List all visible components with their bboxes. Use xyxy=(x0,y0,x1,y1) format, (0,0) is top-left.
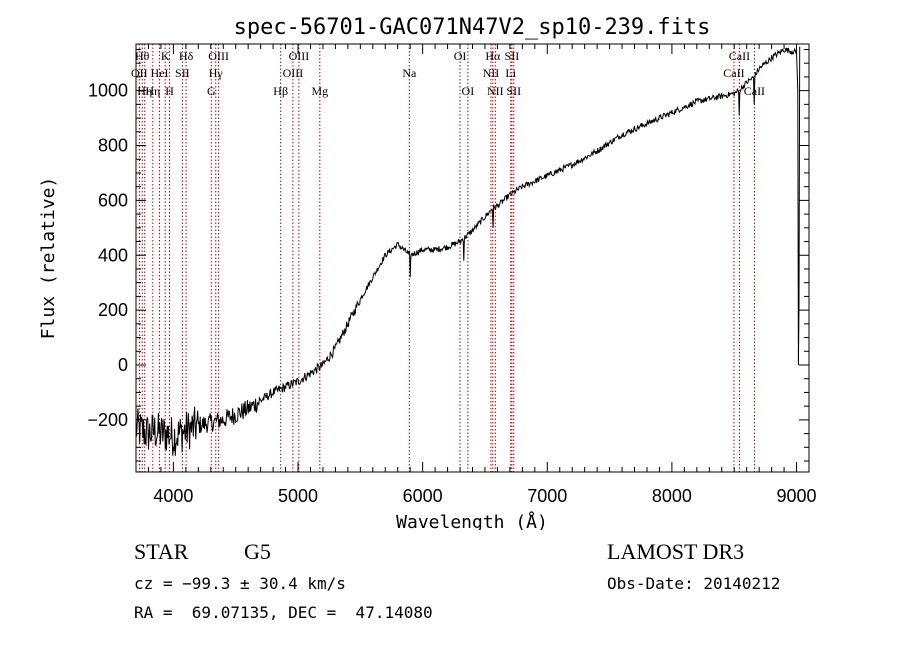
redshift-readout: cz = −99.3 ± 30.4 km/s xyxy=(134,574,346,593)
x-tick-label: 8000 xyxy=(652,486,692,506)
marker-label-5: K xyxy=(161,49,170,63)
marker-label-7: SII xyxy=(175,66,190,80)
marker-label-22: Li xyxy=(505,66,516,80)
x-tick-label: 6000 xyxy=(403,486,443,506)
marker-label-16: Na xyxy=(402,66,417,80)
marker-label-10: Hγ xyxy=(209,66,224,80)
spectral-line-labels: OIIHθHηHηHeIKHSIIHδGHγOIIIHβOIIIOIIIMgNa… xyxy=(131,49,765,98)
x-tick-label: 4000 xyxy=(153,486,193,506)
marker-label-1: Hθ xyxy=(135,49,150,63)
y-tick-label: 1000 xyxy=(88,81,128,101)
marker-label-26: CaII xyxy=(729,49,750,63)
x-axis-ticks: 4000 5000 6000 7000 8000 9000 xyxy=(135,44,817,506)
spectral-line-markers xyxy=(138,44,755,472)
y-tick-label: 0 xyxy=(118,355,128,375)
marker-label-19: NII xyxy=(483,66,500,80)
obs-date: Obs-Date: 20140212 xyxy=(607,574,781,593)
coordinates: RA = 69.07135, DEC = 47.14080 xyxy=(134,603,433,622)
marker-label-14: OIII xyxy=(289,49,310,63)
marker-label-13: OIII xyxy=(283,66,304,80)
marker-label-17: OI xyxy=(454,49,467,63)
y-axis-ticks: −200 0 200 400 600 800 1000 xyxy=(87,48,809,462)
x-axis-label: Wavelength (Å) xyxy=(396,511,548,530)
x-tick-label: 7000 xyxy=(527,486,567,506)
marker-label-4: HeI xyxy=(151,66,169,80)
marker-label-0: OII xyxy=(131,66,148,80)
marker-label-24: SII xyxy=(506,84,521,98)
y-tick-label: 800 xyxy=(98,136,128,156)
spectrum-line xyxy=(135,46,801,456)
survey-name: LAMOST DR3 xyxy=(607,539,745,564)
marker-label-23: SII xyxy=(505,49,520,63)
marker-label-18: OI xyxy=(462,84,475,98)
x-tick-label: 9000 xyxy=(777,486,817,506)
marker-label-12: Hβ xyxy=(273,84,288,98)
marker-label-9: G xyxy=(207,84,216,98)
object-subclass: G5 xyxy=(244,539,271,564)
marker-label-25: CaII xyxy=(723,66,744,80)
y-tick-label: 400 xyxy=(98,245,128,265)
y-tick-label: 200 xyxy=(98,300,128,320)
y-tick-label: 600 xyxy=(98,190,128,210)
marker-label-6: H xyxy=(165,84,174,98)
x-tick-label: 5000 xyxy=(278,486,318,506)
spectrum-chart: spec-56701-GAC071N47V2_sp10-239.fits OII… xyxy=(38,15,817,530)
marker-label-8: Hδ xyxy=(179,49,194,63)
spectrum-series xyxy=(135,46,801,456)
marker-label-15: Mg xyxy=(311,84,328,98)
object-class: STAR xyxy=(134,539,189,564)
marker-label-11: OIII xyxy=(208,49,229,63)
marker-label-21: NII xyxy=(487,84,504,98)
chart-title: spec-56701-GAC071N47V2_sp10-239.fits xyxy=(234,15,711,40)
y-tick-label: −200 xyxy=(87,410,128,430)
plot-frame xyxy=(135,43,810,473)
marker-label-20: Hα xyxy=(485,49,501,63)
marker-label-3: Hη xyxy=(145,84,160,98)
y-axis-label: Flux (relative) xyxy=(38,177,59,340)
